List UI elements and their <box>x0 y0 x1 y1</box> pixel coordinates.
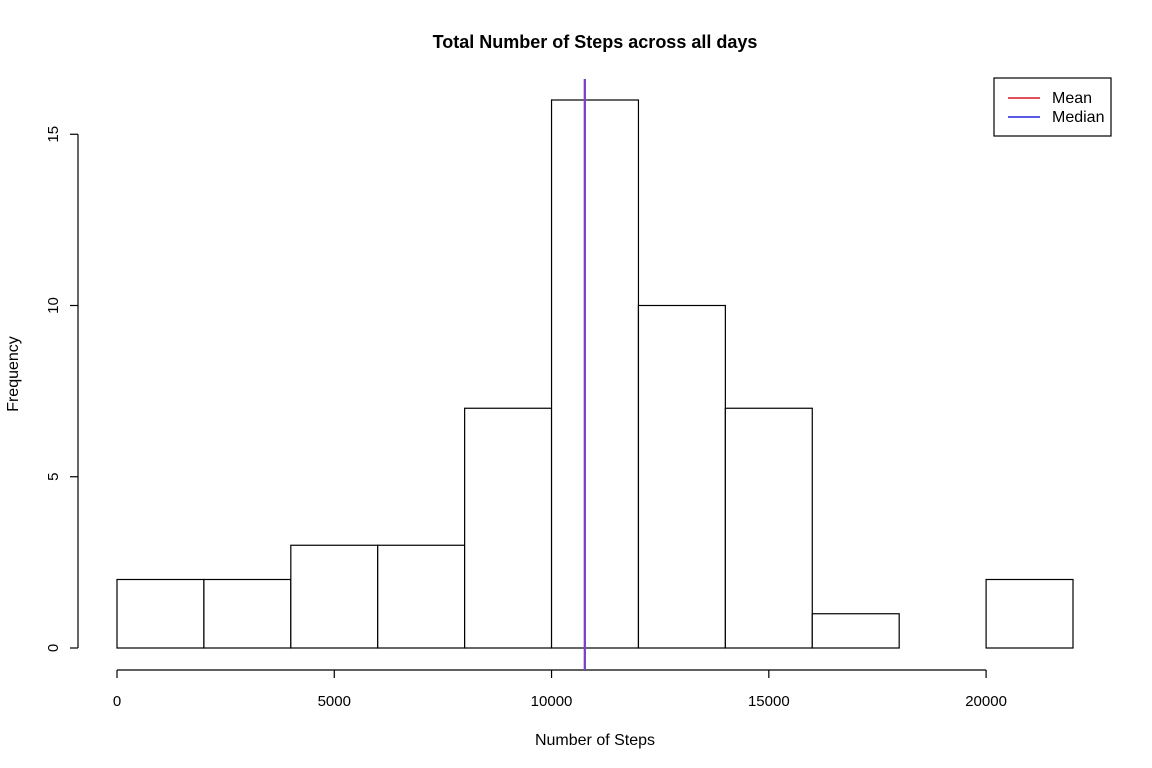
y-tick-label: 0 <box>45 644 62 652</box>
legend-label-median: Median <box>1052 109 1104 126</box>
legend-label-mean: Mean <box>1052 90 1092 107</box>
y-axis: 0 5 10 15 <box>45 126 79 652</box>
x-tick-label: 20000 <box>965 693 1007 710</box>
histogram-bar-0 <box>116 578 205 649</box>
x-axis: 0 5000 10000 15000 20000 <box>113 669 1007 710</box>
y-tick-label: 15 <box>45 126 62 143</box>
legend: Mean Median <box>993 77 1112 137</box>
histogram-bar-5 <box>550 99 640 649</box>
histogram-bar-7 <box>724 407 813 649</box>
histogram-bar-2 <box>290 544 379 649</box>
y-tick-label: 10 <box>45 297 62 314</box>
histogram-bar-6 <box>637 304 726 649</box>
histogram-bar-1 <box>203 578 292 649</box>
histogram-bar-4 <box>464 407 553 649</box>
legend-box <box>993 77 1112 137</box>
x-tick-label: 15000 <box>748 693 790 710</box>
chart-title: Total Number of Steps across all days <box>433 32 758 52</box>
x-tick-label: 5000 <box>318 693 351 710</box>
y-axis-label: Frequency <box>5 336 22 412</box>
x-tick-label: 0 <box>113 693 121 710</box>
histogram-bar-8 <box>811 613 900 649</box>
x-tick-label: 10000 <box>531 693 573 710</box>
histogram-bar-3 <box>377 544 466 649</box>
histogram-bar-10 <box>985 578 1074 649</box>
y-tick-label: 5 <box>45 473 62 481</box>
histogram-bars <box>116 99 1074 649</box>
x-axis-label: Number of Steps <box>535 732 655 749</box>
